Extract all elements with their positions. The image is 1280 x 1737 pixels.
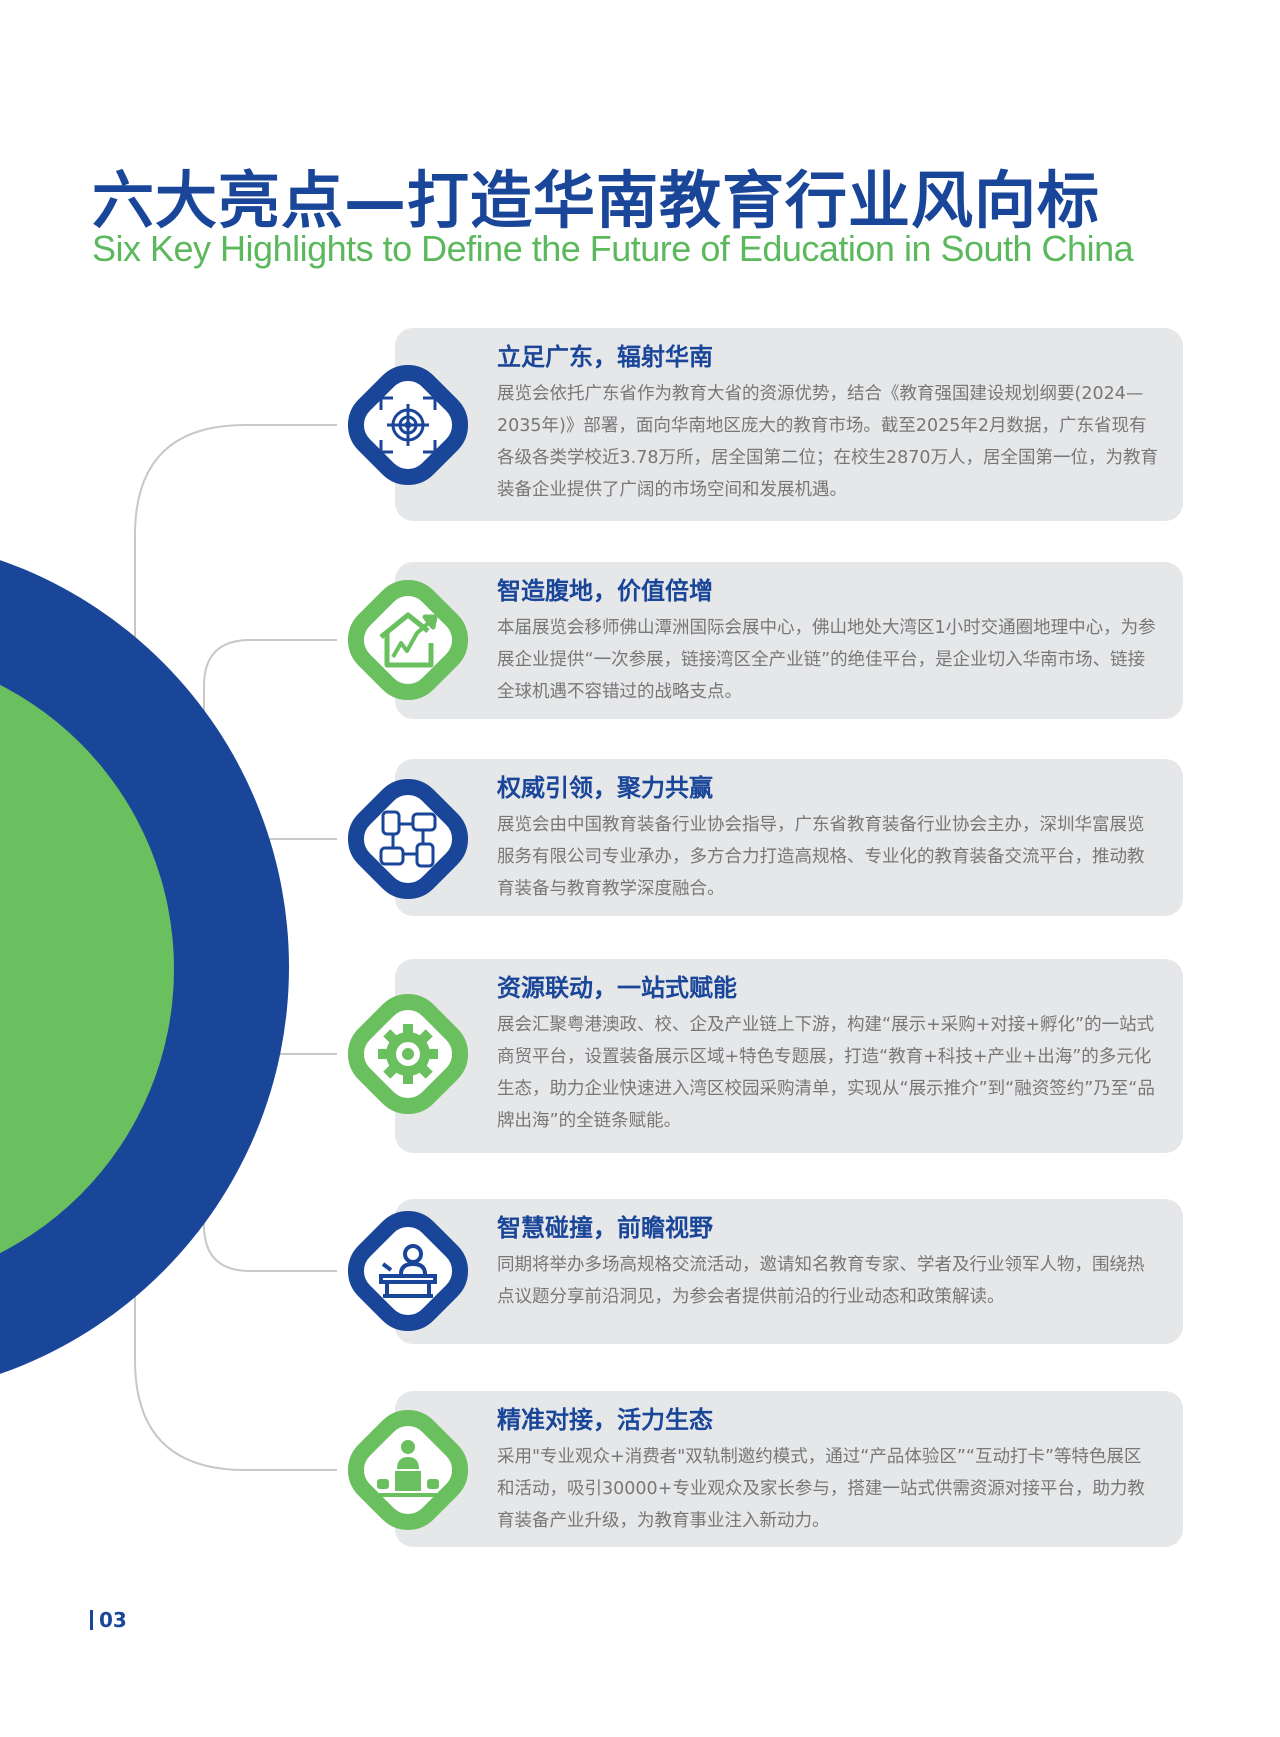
highlight-card: 权威引领，聚力共赢 展览会由中国教育装备行业协会指导，广东省教育装备行业协会主办… [395, 759, 1183, 916]
teamwork-hands-icon [379, 810, 437, 868]
highlight-title: 权威引领，聚力共赢 [497, 774, 713, 802]
gear-icon [373, 1019, 443, 1089]
page-number: 03 [90, 1610, 127, 1630]
connector-line [134, 424, 337, 700]
green-circle [0, 684, 174, 1254]
connector-line [203, 1140, 337, 1272]
page-title: 六大亮点—打造华南教育行业风向标 [92, 164, 1101, 237]
presenter-icon [375, 1440, 441, 1497]
connector-line [203, 639, 337, 780]
highlight-title: 资源联动，一站式赋能 [497, 974, 737, 1002]
highlight-body: 同期将举办多场高规格交流活动，邀请知名教育专家、学者及行业领军人物，围绕热点议题… [497, 1255, 1145, 1307]
highlight-title: 精准对接，活力生态 [497, 1406, 713, 1434]
highlight-card: 资源联动，一站式赋能 展会汇聚粤港澳政、校、企及产业链上下游，构建“展示+采购+… [395, 959, 1183, 1153]
speaker-podium-icon [379, 1244, 437, 1298]
target-icon [379, 396, 437, 454]
highlight-card: 智造腹地，价值倍增 本届展览会移师佛山潭洲国际会展中心，佛山地处大湾区1小时交通… [395, 562, 1183, 719]
highlight-body: 展览会依托广东省作为教育大省的资源优势，结合《教育强国建设规划纲要(2024—2… [497, 384, 1158, 500]
highlight-body: 采用"专业观众+消费者"双轨制邀约模式，通过“产品体验区”“互动打卡”等特色展区… [497, 1447, 1145, 1531]
highlight-card: 立足广东，辐射华南 展览会依托广东省作为教育大省的资源优势，结合《教育强国建设规… [395, 328, 1183, 521]
highlight-body: 展览会由中国教育装备行业协会指导，广东省教育装备行业协会主办，深圳华富展览服务有… [497, 815, 1145, 899]
highlight-card: 精准对接，活力生态 采用"专业观众+消费者"双轨制邀约模式，通过“产品体验区”“… [395, 1391, 1183, 1547]
highlight-body: 本届展览会移师佛山潭洲国际会展中心，佛山地处大湾区1小时交通圈地理中心，为参展企… [497, 618, 1156, 702]
highlight-card: 智慧碰撞，前瞻视野 同期将举办多场高规格交流活动，邀请知名教育专家、学者及行业领… [395, 1199, 1183, 1344]
page-subtitle: Six Key Highlights to Define the Future … [92, 228, 1134, 269]
highlight-title: 立足广东，辐射华南 [497, 343, 713, 371]
highlight-title: 智造腹地，价值倍增 [497, 577, 713, 605]
highlight-title: 智慧碰撞，前瞻视野 [497, 1214, 713, 1242]
house-growth-icon [379, 612, 438, 668]
highlight-body: 展会汇聚粤港澳政、校、企及产业链上下游，构建“展示+采购+对接+孵化”的一站式商… [497, 1015, 1155, 1131]
connector-line [134, 1250, 337, 1471]
